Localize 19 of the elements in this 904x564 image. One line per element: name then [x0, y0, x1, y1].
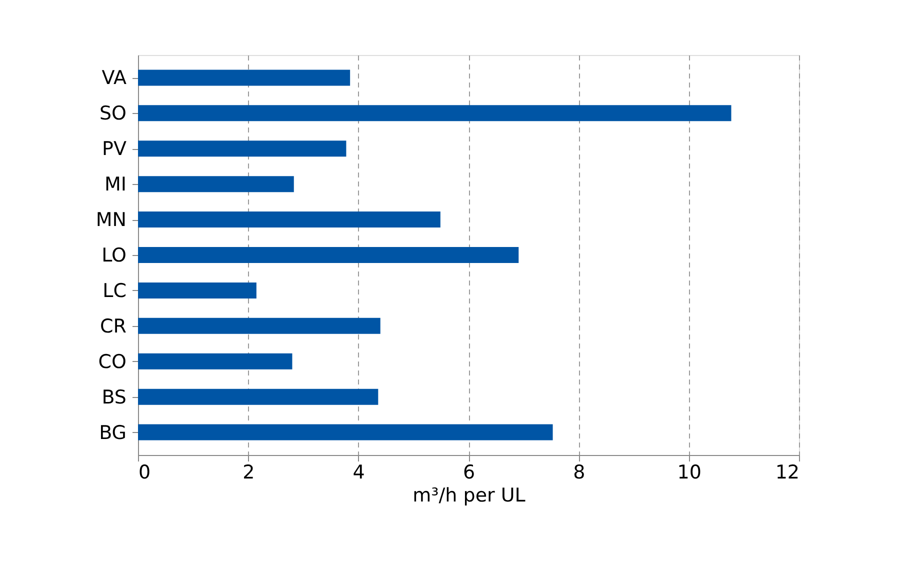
- y-tick-label: BS: [102, 386, 126, 408]
- x-tick-label: 10: [677, 462, 702, 484]
- y-tick-label: PV: [102, 138, 126, 160]
- x-tick-label: 2: [242, 462, 255, 484]
- x-tick-label: 0: [138, 462, 151, 484]
- y-tick-label: LC: [102, 280, 126, 302]
- y-tick-label: CO: [98, 350, 126, 373]
- y-tick-label: CR: [100, 315, 126, 338]
- y-tick-label: LO: [102, 244, 126, 266]
- x-axis-title: m³/h per UL: [412, 484, 526, 506]
- y-tick-label: BG: [99, 422, 126, 444]
- y-tick-label: SO: [99, 102, 126, 125]
- x-tick-label: 8: [573, 462, 586, 484]
- y-tick-label: VA: [102, 67, 126, 90]
- y-tick-label: MN: [96, 209, 126, 232]
- x-tick-label: 4: [352, 462, 365, 484]
- x-tick-label: 12: [775, 462, 800, 484]
- y-tick-label: MI: [104, 174, 126, 196]
- x-tick-label: 6: [462, 462, 476, 484]
